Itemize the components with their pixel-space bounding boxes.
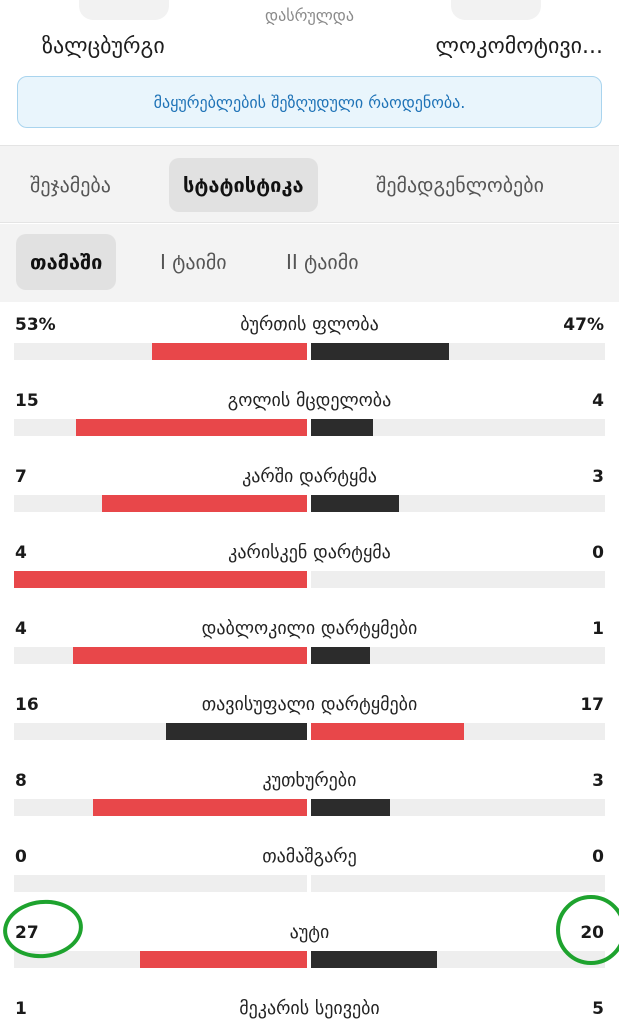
match-header: დასრულდა ზალცბურგი ლოკომოტივი... მაყურებ… [0, 0, 619, 140]
stat-label: კუთხურები [262, 770, 357, 791]
main-tabs: შეჯამება სტატისტიკა შემადგენლობები [0, 145, 619, 223]
stat-home-track [14, 495, 307, 512]
stat-home-value: 0 [15, 847, 27, 867]
stat-home-value: 4 [15, 543, 27, 563]
stat-away-value: 0 [592, 543, 604, 563]
stat-away-track [311, 951, 605, 968]
stat-away-value: 1 [592, 619, 604, 639]
stat-away-track [311, 875, 605, 892]
stat-away-value: 3 [592, 467, 604, 487]
stat-label: კარისკენ დარტყმა [228, 542, 391, 563]
stat-away-track [311, 571, 605, 588]
stat-home-value: 4 [15, 619, 27, 639]
stat-label: მეკარის სეივები [239, 998, 380, 1019]
stat-home-value: 8 [15, 771, 27, 791]
stat-home-track [14, 343, 307, 360]
stat-home-bar [14, 571, 307, 588]
stat-home-track [14, 951, 307, 968]
stat-label: თავისუფალი დარტყმები [201, 694, 418, 715]
stat-away-bar [311, 647, 370, 664]
attendance-notice-text: მაყურებლების შეზღუდული რაოდენობა. [153, 92, 466, 112]
stat-row: 4 კარისკენ დარტყმა 0 [0, 530, 619, 606]
stat-away-bar [311, 723, 464, 740]
period-tabs: თამაში I ტაიმი II ტაიმი [0, 224, 619, 302]
match-status: დასრულდა [265, 6, 354, 25]
period-tab-match[interactable]: თამაში [16, 234, 117, 290]
away-team-name[interactable]: ლოკომოტივი... [435, 34, 603, 59]
stat-label: კარში დარტყმა [242, 466, 377, 487]
stat-away-track [311, 343, 605, 360]
stat-row: 0 თამაშგარე 0 [0, 834, 619, 910]
stat-away-track [311, 495, 605, 512]
stat-home-bar [76, 419, 307, 436]
stat-away-bar [311, 343, 449, 360]
stat-row: 1 მეკარის სეივები 5 [0, 986, 619, 1024]
stat-away-track [311, 647, 605, 664]
stat-label: ბურთის ფლობა [240, 314, 379, 335]
stat-away-value: 5 [592, 999, 604, 1019]
stat-row: 15 გოლის მცდელობა 4 [0, 378, 619, 454]
stat-row: 27 აუტი 20 [0, 910, 619, 986]
stat-row: 8 კუთხურები 3 [0, 758, 619, 834]
tab-statistics[interactable]: სტატისტიკა [169, 158, 318, 212]
stat-row: 7 კარში დარტყმა 3 [0, 454, 619, 530]
stat-row: 53% ბურთის ფლობა 47% [0, 302, 619, 378]
stat-away-bar [311, 951, 437, 968]
stat-home-bar [166, 723, 307, 740]
stat-away-track [311, 723, 605, 740]
stat-home-bar [73, 647, 307, 664]
stat-home-value: 27 [15, 923, 39, 943]
stat-label: თამაშგარე [262, 846, 357, 867]
stat-away-bar [311, 419, 373, 436]
stat-home-track [14, 875, 307, 892]
stat-row: 4 დაბლოკილი დარტყმები 1 [0, 606, 619, 682]
period-tab-second-half[interactable]: II ტაიმი [286, 250, 359, 274]
stat-home-value: 7 [15, 467, 27, 487]
stat-home-bar [140, 951, 307, 968]
stat-home-bar [102, 495, 307, 512]
stat-home-value: 15 [15, 391, 39, 411]
stat-label: დაბლოკილი დარტყმები [201, 618, 418, 639]
stat-home-bar [93, 799, 307, 816]
period-tab-first-half[interactable]: I ტაიმი [160, 250, 227, 274]
stat-home-track [14, 647, 307, 664]
stat-label: აუტი [289, 922, 330, 943]
stat-away-value: 0 [592, 847, 604, 867]
home-team-name[interactable]: ზალცბურგი [42, 34, 165, 59]
away-team-logo[interactable] [451, 0, 541, 20]
stat-away-value: 17 [580, 695, 604, 715]
tab-summary[interactable]: შეჯამება [30, 173, 111, 197]
stat-home-track [14, 419, 307, 436]
stat-home-track [14, 799, 307, 816]
stat-row: 16 თავისუფალი დარტყმები 17 [0, 682, 619, 758]
stat-away-value: 4 [592, 391, 604, 411]
home-team-logo[interactable] [79, 0, 169, 20]
stat-home-value: 1 [15, 999, 27, 1019]
stat-away-track [311, 419, 605, 436]
stat-home-track [14, 723, 307, 740]
annotation-circle-away [556, 895, 619, 965]
stat-away-value: 3 [592, 771, 604, 791]
stat-home-value: 16 [15, 695, 39, 715]
stat-away-value: 47% [563, 315, 604, 335]
attendance-notice: მაყურებლების შეზღუდული რაოდენობა. [17, 76, 602, 128]
stat-label: გოლის მცდელობა [227, 390, 392, 411]
stat-away-bar [311, 799, 390, 816]
stat-home-bar [152, 343, 307, 360]
stat-away-bar [311, 495, 399, 512]
stat-home-track [14, 571, 307, 588]
stat-away-track [311, 799, 605, 816]
tab-lineups[interactable]: შემადგენლობები [376, 173, 544, 197]
stat-home-value: 53% [15, 315, 56, 335]
